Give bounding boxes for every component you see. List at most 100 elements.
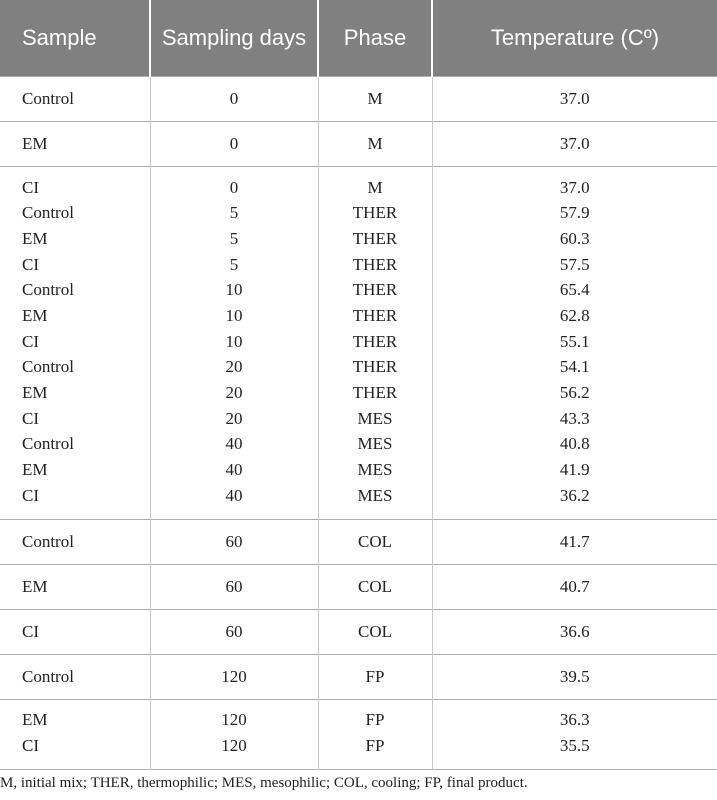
table-row: EM 20 THER 56.2	[0, 380, 717, 406]
table-cell: M	[317, 76, 432, 122]
table-row: EM 120 FP 36.3	[0, 699, 717, 734]
table-cell: EM	[22, 134, 48, 153]
table-cell: 5	[149, 226, 318, 252]
row-group: Control 0 M 37.0	[0, 76, 717, 122]
table-row: EM 5 THER 60.3	[0, 226, 717, 252]
table-cell: Control	[22, 357, 74, 377]
table-row: EM 10 THER 62.8	[0, 303, 717, 329]
row-group: Control 60 COL 41.7	[0, 519, 717, 565]
table-row: CI 20 MES 43.3	[0, 405, 717, 432]
table-cell: 62.8	[431, 303, 717, 329]
table-cell: 36.3	[431, 699, 717, 734]
table-cell: FP	[317, 699, 432, 734]
table-row: EM 60 COL 40.7	[0, 564, 717, 610]
table-cell: 40	[149, 431, 318, 458]
table-cell: CI	[22, 485, 39, 505]
table-cell: MES	[317, 482, 432, 520]
column-header: Sample	[0, 0, 150, 77]
table-cell: EM	[22, 576, 48, 596]
table-cell: EM	[22, 383, 48, 403]
table-row: EM 0 M 37.0	[0, 121, 717, 167]
table-cell: 54.1	[431, 354, 717, 381]
table-cell: 120	[149, 733, 318, 770]
table-cell: EM	[22, 710, 48, 730]
table-cell: EM	[22, 229, 48, 249]
table-row: CI 10 THER 55.1	[0, 328, 717, 355]
table-row: Control 120 FP 39.5	[0, 654, 717, 700]
table-cell: MES	[317, 405, 432, 432]
table-cell: 37.0	[431, 121, 717, 167]
row-group: CI 0 M 37.0 Control 5 THER 57.9 EM 5 THER 60.3 CI 5 TH…	[0, 166, 717, 520]
table-cell: 35.5	[431, 733, 717, 770]
table-cell: EM	[22, 306, 48, 326]
column-header: Temperature (Cº)	[431, 0, 717, 77]
table-cell: 55.1	[431, 328, 717, 355]
table-cell: 39.5	[431, 654, 717, 700]
table-cell: 40	[149, 482, 318, 520]
table-cell: 60	[149, 519, 318, 565]
table-cell: THER	[317, 303, 432, 329]
table-cell: THER	[317, 354, 432, 381]
table-cell: MES	[317, 457, 432, 483]
table-row: CI 120 FP 35.5	[0, 733, 717, 770]
table-row: CI 60 COL 36.6	[0, 609, 717, 655]
table-row: EM 40 MES 41.9	[0, 457, 717, 483]
row-group: Control 120 FP 39.5	[0, 654, 717, 700]
table-cell: 36.2	[431, 482, 717, 520]
table-cell: THER	[317, 226, 432, 252]
table-cell: 43.3	[431, 405, 717, 432]
table-cell: THER	[317, 200, 432, 227]
row-group: EM 60 COL 40.7	[0, 564, 717, 610]
table-cell: 41.9	[431, 457, 717, 483]
table-cell: THER	[317, 277, 432, 304]
table-cell: 36.6	[431, 609, 717, 655]
table-cell: 37.0	[431, 76, 717, 122]
table-cell: CI	[22, 621, 39, 641]
table-cell: 60.3	[431, 226, 717, 252]
table-cell: 60	[149, 564, 318, 610]
table-cell: Control	[22, 434, 74, 454]
table-cell: CI	[22, 331, 39, 351]
table-cell: 5	[149, 251, 318, 278]
table-row: Control 5 THER 57.9	[0, 200, 717, 227]
table-cell: Control	[22, 203, 74, 223]
table-row: CI 5 THER 57.5	[0, 251, 717, 278]
table-cell: 5	[149, 200, 318, 227]
header-row: Sample Sampling days Phase Temperature (Cº)	[0, 0, 717, 77]
table-cell: 40	[149, 457, 318, 483]
table-cell: 0	[149, 166, 318, 201]
table-cell: M	[317, 121, 432, 167]
table-cell: COL	[317, 609, 432, 655]
column-header: Sampling days	[149, 0, 318, 77]
data-table: Sample Sampling days Phase Temperature (Cº)…	[0, 0, 717, 770]
table-cell: COL	[317, 564, 432, 610]
table-cell: 120	[149, 654, 318, 700]
table-cell: 10	[149, 277, 318, 304]
table-row: CI 0 M 37.0	[0, 166, 717, 201]
row-group: EM 0 M 37.0	[0, 121, 717, 167]
table-cell: Control	[22, 280, 74, 300]
table-row: CI 40 MES 36.2	[0, 482, 717, 520]
table-cell: CI	[22, 408, 39, 428]
table-cell: Control	[22, 666, 74, 686]
table-cell: 10	[149, 328, 318, 355]
table-cell: CI	[22, 254, 39, 274]
column-header: Phase	[317, 0, 432, 77]
table-row: Control 0 M 37.0	[0, 76, 717, 122]
table-cell: 57.9	[431, 200, 717, 227]
table-cell: 40.7	[431, 564, 717, 610]
table-cell: 120	[149, 699, 318, 734]
table-cell: COL	[317, 519, 432, 565]
table-cell: CI	[22, 177, 39, 197]
row-group: EM 120 FP 36.3 CI 120 FP 35.5	[0, 699, 717, 770]
table-cell: 65.4	[431, 277, 717, 304]
table-row: Control 10 THER 65.4	[0, 277, 717, 304]
table-row: Control 60 COL 41.7	[0, 519, 717, 565]
table-cell: 56.2	[431, 380, 717, 406]
table-cell: Control	[22, 531, 74, 551]
table-cell: FP	[317, 733, 432, 770]
table-cell: FP	[317, 654, 432, 700]
table-cell: 41.7	[431, 519, 717, 565]
table-cell: M	[317, 166, 432, 201]
